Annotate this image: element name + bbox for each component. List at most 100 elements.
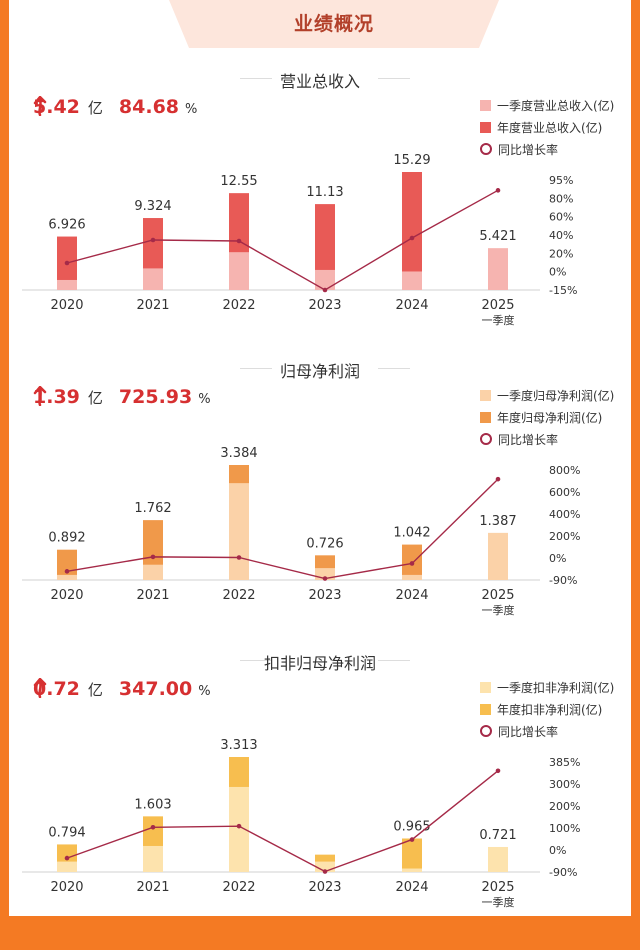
bar-data-label: 0.794 <box>48 825 85 840</box>
legend-line-marker <box>480 433 492 445</box>
growth-point <box>409 837 415 842</box>
x-tick-label: 2021 <box>136 588 169 603</box>
bar-q1 <box>143 268 163 290</box>
legend-item: 一季度扣非净利润(亿) <box>480 676 614 698</box>
x-tick-label: 2022 <box>222 298 255 313</box>
bar-q1 <box>229 252 249 290</box>
x-tick-label: 2024 <box>395 588 428 603</box>
bar-q1 <box>488 248 508 290</box>
bar-q1 <box>57 279 77 290</box>
y2-tick-label: 20% <box>549 247 573 260</box>
growth-point <box>150 554 156 560</box>
legend-label: 年度营业总收入(亿) <box>497 120 603 135</box>
y2-tick-label: 300% <box>549 778 580 791</box>
bar-data-label: 5.421 <box>479 229 516 244</box>
y2-tick-label: 800% <box>549 464 580 477</box>
bar-q1 <box>229 483 249 580</box>
growth-point <box>409 235 415 241</box>
bar-q1 <box>143 845 163 872</box>
bar-q1 <box>402 271 422 290</box>
headline-summary: 0.72 亿 347.00% <box>33 678 223 700</box>
growth-point <box>150 237 156 243</box>
growth-point <box>495 768 501 774</box>
y2-tick-label: 385% <box>549 756 580 769</box>
headline-growth: 84.68 <box>118 96 180 118</box>
x-tick-label: 2023 <box>308 880 341 895</box>
headline-growth-unit: % <box>185 102 198 117</box>
y2-tick-label: 40% <box>549 229 573 242</box>
bar-data-label: 0.721 <box>479 828 516 843</box>
headline-growth-unit: % <box>198 392 211 407</box>
legend-item: 年度营业总收入(亿) <box>480 116 614 138</box>
bar-data-label: 1.042 <box>393 526 430 541</box>
headline-summary: 5.42 亿 84.68% <box>33 96 209 118</box>
bar-data-label: 1.762 <box>134 501 171 516</box>
legend: 一季度扣非净利润(亿) 年度扣非净利润(亿) 同比增长率 <box>480 676 614 742</box>
x-tick-label: 2025 <box>481 588 514 603</box>
y2-tick-label: 400% <box>549 508 580 521</box>
bar-q1 <box>229 786 249 872</box>
y2-tick-label: -90% <box>549 574 577 587</box>
header-tab-shape <box>169 0 499 48</box>
headline-unit: 亿 <box>87 389 103 407</box>
x-tick-label: 2024 <box>395 880 428 895</box>
growth-point <box>409 561 415 566</box>
bar-annual <box>402 172 422 290</box>
bar-data-label: 0.965 <box>393 820 430 835</box>
bar-q1 <box>488 532 508 580</box>
x-tick-label: 2020 <box>50 298 83 313</box>
y2-tick-label: 0% <box>549 844 566 857</box>
growth-point <box>64 855 70 861</box>
legend-label: 一季度营业总收入(亿) <box>497 98 615 113</box>
legend-label: 一季度扣非净利润(亿) <box>497 680 615 695</box>
growth-point <box>236 823 242 829</box>
bar-data-label: 3.384 <box>220 446 257 461</box>
chart-svg: 6.926 2020 9.324 2021 12.55 2022 11.13 2023 15.2… <box>22 78 577 327</box>
legend-label: 一季度归母净利润(亿) <box>497 388 615 403</box>
y2-tick-label: 0% <box>549 552 566 565</box>
x-tick-label: 2024 <box>395 298 428 313</box>
x-tick-label: 一季度 <box>482 895 515 909</box>
bar-q1 <box>315 269 335 290</box>
legend-swatch <box>480 389 491 401</box>
bar-q1 <box>57 861 77 872</box>
headline-growth: 725.93 <box>118 386 193 408</box>
growth-line <box>66 770 499 873</box>
y2-tick-label: 0% <box>549 266 566 279</box>
bar-q1 <box>143 564 163 580</box>
growth-point <box>495 476 501 482</box>
headline-summary: 1.39 亿 725.93% <box>33 386 223 408</box>
growth-line <box>66 189 499 291</box>
headline-unit: 亿 <box>87 99 103 117</box>
x-tick-label: 一季度 <box>482 313 515 327</box>
growth-line <box>66 478 499 580</box>
chart-svg: 0.892 2020 1.762 2021 3.384 2022 0.726 2023 1.04… <box>22 368 580 617</box>
performance-card: 业绩概况 <box>9 0 631 916</box>
growth-point <box>64 260 70 266</box>
net-profit-section: 0.892 2020 1.762 2021 3.384 2022 0.726 2023 1.04… <box>0 362 640 658</box>
legend-item: 同比增长率 <box>480 138 614 160</box>
y2-tick-label: 100% <box>549 822 580 835</box>
headline-growth-unit: % <box>198 684 211 699</box>
y2-tick-label: 200% <box>549 800 580 813</box>
growth-point <box>64 569 70 574</box>
section-title: 营业总收入 <box>279 72 360 91</box>
legend-item: 年度扣非净利润(亿) <box>480 698 614 720</box>
bar-data-label: 9.324 <box>134 199 171 214</box>
headline-unit: 亿 <box>87 681 103 699</box>
section-title: 归母净利润 <box>279 362 360 381</box>
legend-item: 同比增长率 <box>480 720 614 742</box>
legend-item: 一季度营业总收入(亿) <box>480 94 614 116</box>
x-tick-label: 2021 <box>136 298 169 313</box>
legend-swatch <box>480 703 491 715</box>
y2-tick-label: 600% <box>549 486 580 499</box>
legend-swatch <box>480 121 491 133</box>
legend: 一季度归母净利润(亿) 年度归母净利润(亿) 同比增长率 <box>480 384 614 450</box>
x-tick-label: 2022 <box>222 588 255 603</box>
legend-label: 同比增长率 <box>498 724 559 739</box>
legend-line-marker <box>480 725 492 737</box>
bar-annual <box>57 549 77 580</box>
legend-label: 同比增长率 <box>498 142 559 157</box>
legend-label: 年度扣非净利润(亿) <box>497 702 603 717</box>
growth-point <box>236 238 242 244</box>
